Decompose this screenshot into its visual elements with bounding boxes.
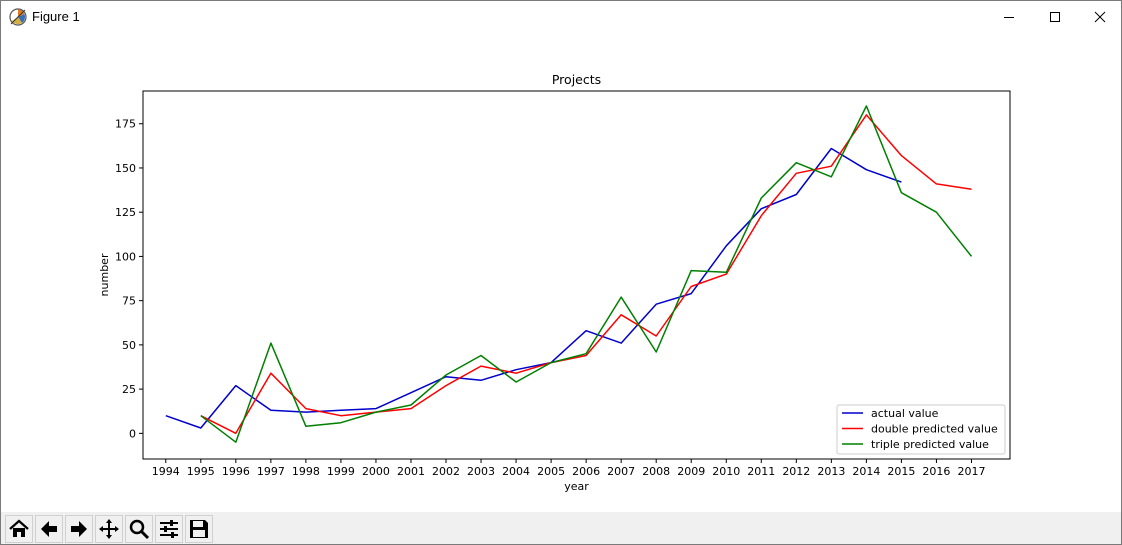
y-tick-label: 175 — [115, 118, 136, 131]
x-tick-label: 2007 — [607, 465, 635, 478]
y-tick-label: 150 — [115, 162, 136, 175]
window-title: Figure 1 — [32, 9, 80, 24]
home-button[interactable] — [5, 515, 33, 543]
minimize-button[interactable] — [986, 1, 1032, 33]
x-tick-label: 2005 — [537, 465, 565, 478]
x-tick-label: 2014 — [852, 465, 880, 478]
x-tick-label: 2015 — [887, 465, 915, 478]
y-tick-label: 125 — [115, 206, 136, 219]
y-tick-label: 75 — [122, 295, 136, 308]
minimize-icon — [1004, 17, 1014, 18]
x-axis-ticks: 1994 1995 1996 1997 1998 1999 2000 2001 2002 2003… — [152, 459, 985, 478]
x-tick-label: 1994 — [152, 465, 180, 478]
back-arrow-icon — [41, 521, 57, 537]
x-tick-label: 2010 — [712, 465, 740, 478]
zoom-icon — [129, 519, 150, 540]
series-line-1 — [200, 114, 972, 435]
plot-canvas[interactable]: Projects year number 1994 1995 1996 1997 199… — [1, 33, 1121, 512]
maximize-icon — [1050, 12, 1060, 22]
x-tick-label: 2016 — [922, 465, 950, 478]
x-tick-label: 2012 — [782, 465, 810, 478]
legend-label-1: double predicted value — [871, 423, 998, 436]
maximize-button[interactable] — [1032, 1, 1078, 33]
pan-button[interactable] — [95, 515, 123, 543]
y-tick-label: 0 — [129, 427, 136, 440]
y-tick-label: 100 — [115, 250, 136, 263]
forward-button[interactable] — [65, 515, 93, 543]
configure-subplots-icon — [160, 520, 178, 538]
axes-background — [142, 90, 1011, 460]
forward-arrow-icon — [71, 521, 87, 537]
x-tick-label: 1996 — [222, 465, 250, 478]
series-lines — [165, 105, 973, 443]
configure-subplots-button[interactable] — [155, 515, 183, 543]
x-tick-label: 1995 — [187, 465, 215, 478]
back-button[interactable] — [35, 515, 63, 543]
x-tick-label: 2013 — [817, 465, 845, 478]
close-icon — [1094, 11, 1106, 23]
pan-icon — [99, 519, 119, 539]
save-button[interactable] — [185, 515, 213, 543]
zoom-button[interactable] — [125, 515, 153, 543]
matplotlib-icon — [9, 8, 27, 26]
series-line-0 — [165, 147, 902, 429]
x-tick-label: 2002 — [432, 465, 460, 478]
save-icon — [190, 520, 208, 538]
navigation-toolbar — [1, 512, 1121, 544]
y-tick-label: 25 — [122, 383, 136, 396]
x-tick-label: 1998 — [292, 465, 320, 478]
title-bar[interactable]: Figure 1 — [1, 1, 1121, 33]
x-tick-label: 1997 — [257, 465, 285, 478]
x-tick-label: 2017 — [957, 465, 985, 478]
legend-label-0: actual value — [871, 407, 939, 420]
y-axis-ticks: 0 25 50 75 100 125 150 175 — [115, 118, 143, 440]
chart-title: Projects — [552, 72, 601, 87]
legend-label-2: triple predicted value — [871, 438, 989, 451]
x-tick-label: 2000 — [362, 465, 390, 478]
close-button[interactable] — [1077, 1, 1122, 33]
y-axis-label: number — [98, 253, 111, 296]
home-icon — [9, 519, 29, 537]
x-tick-label: 2003 — [467, 465, 495, 478]
x-tick-label: 2006 — [572, 465, 600, 478]
legend-box — [836, 404, 1006, 455]
y-tick-label: 50 — [122, 339, 136, 352]
legend: actual value double predicted value triple… — [836, 404, 1006, 455]
series-line-2 — [200, 105, 973, 443]
x-tick-label: 1999 — [327, 465, 355, 478]
x-tick-label: 2008 — [642, 465, 670, 478]
x-tick-label: 2009 — [677, 465, 705, 478]
x-axis-label: year — [564, 480, 589, 493]
x-tick-label: 2011 — [747, 465, 775, 478]
x-tick-label: 2004 — [502, 465, 530, 478]
x-tick-label: 2001 — [397, 465, 425, 478]
